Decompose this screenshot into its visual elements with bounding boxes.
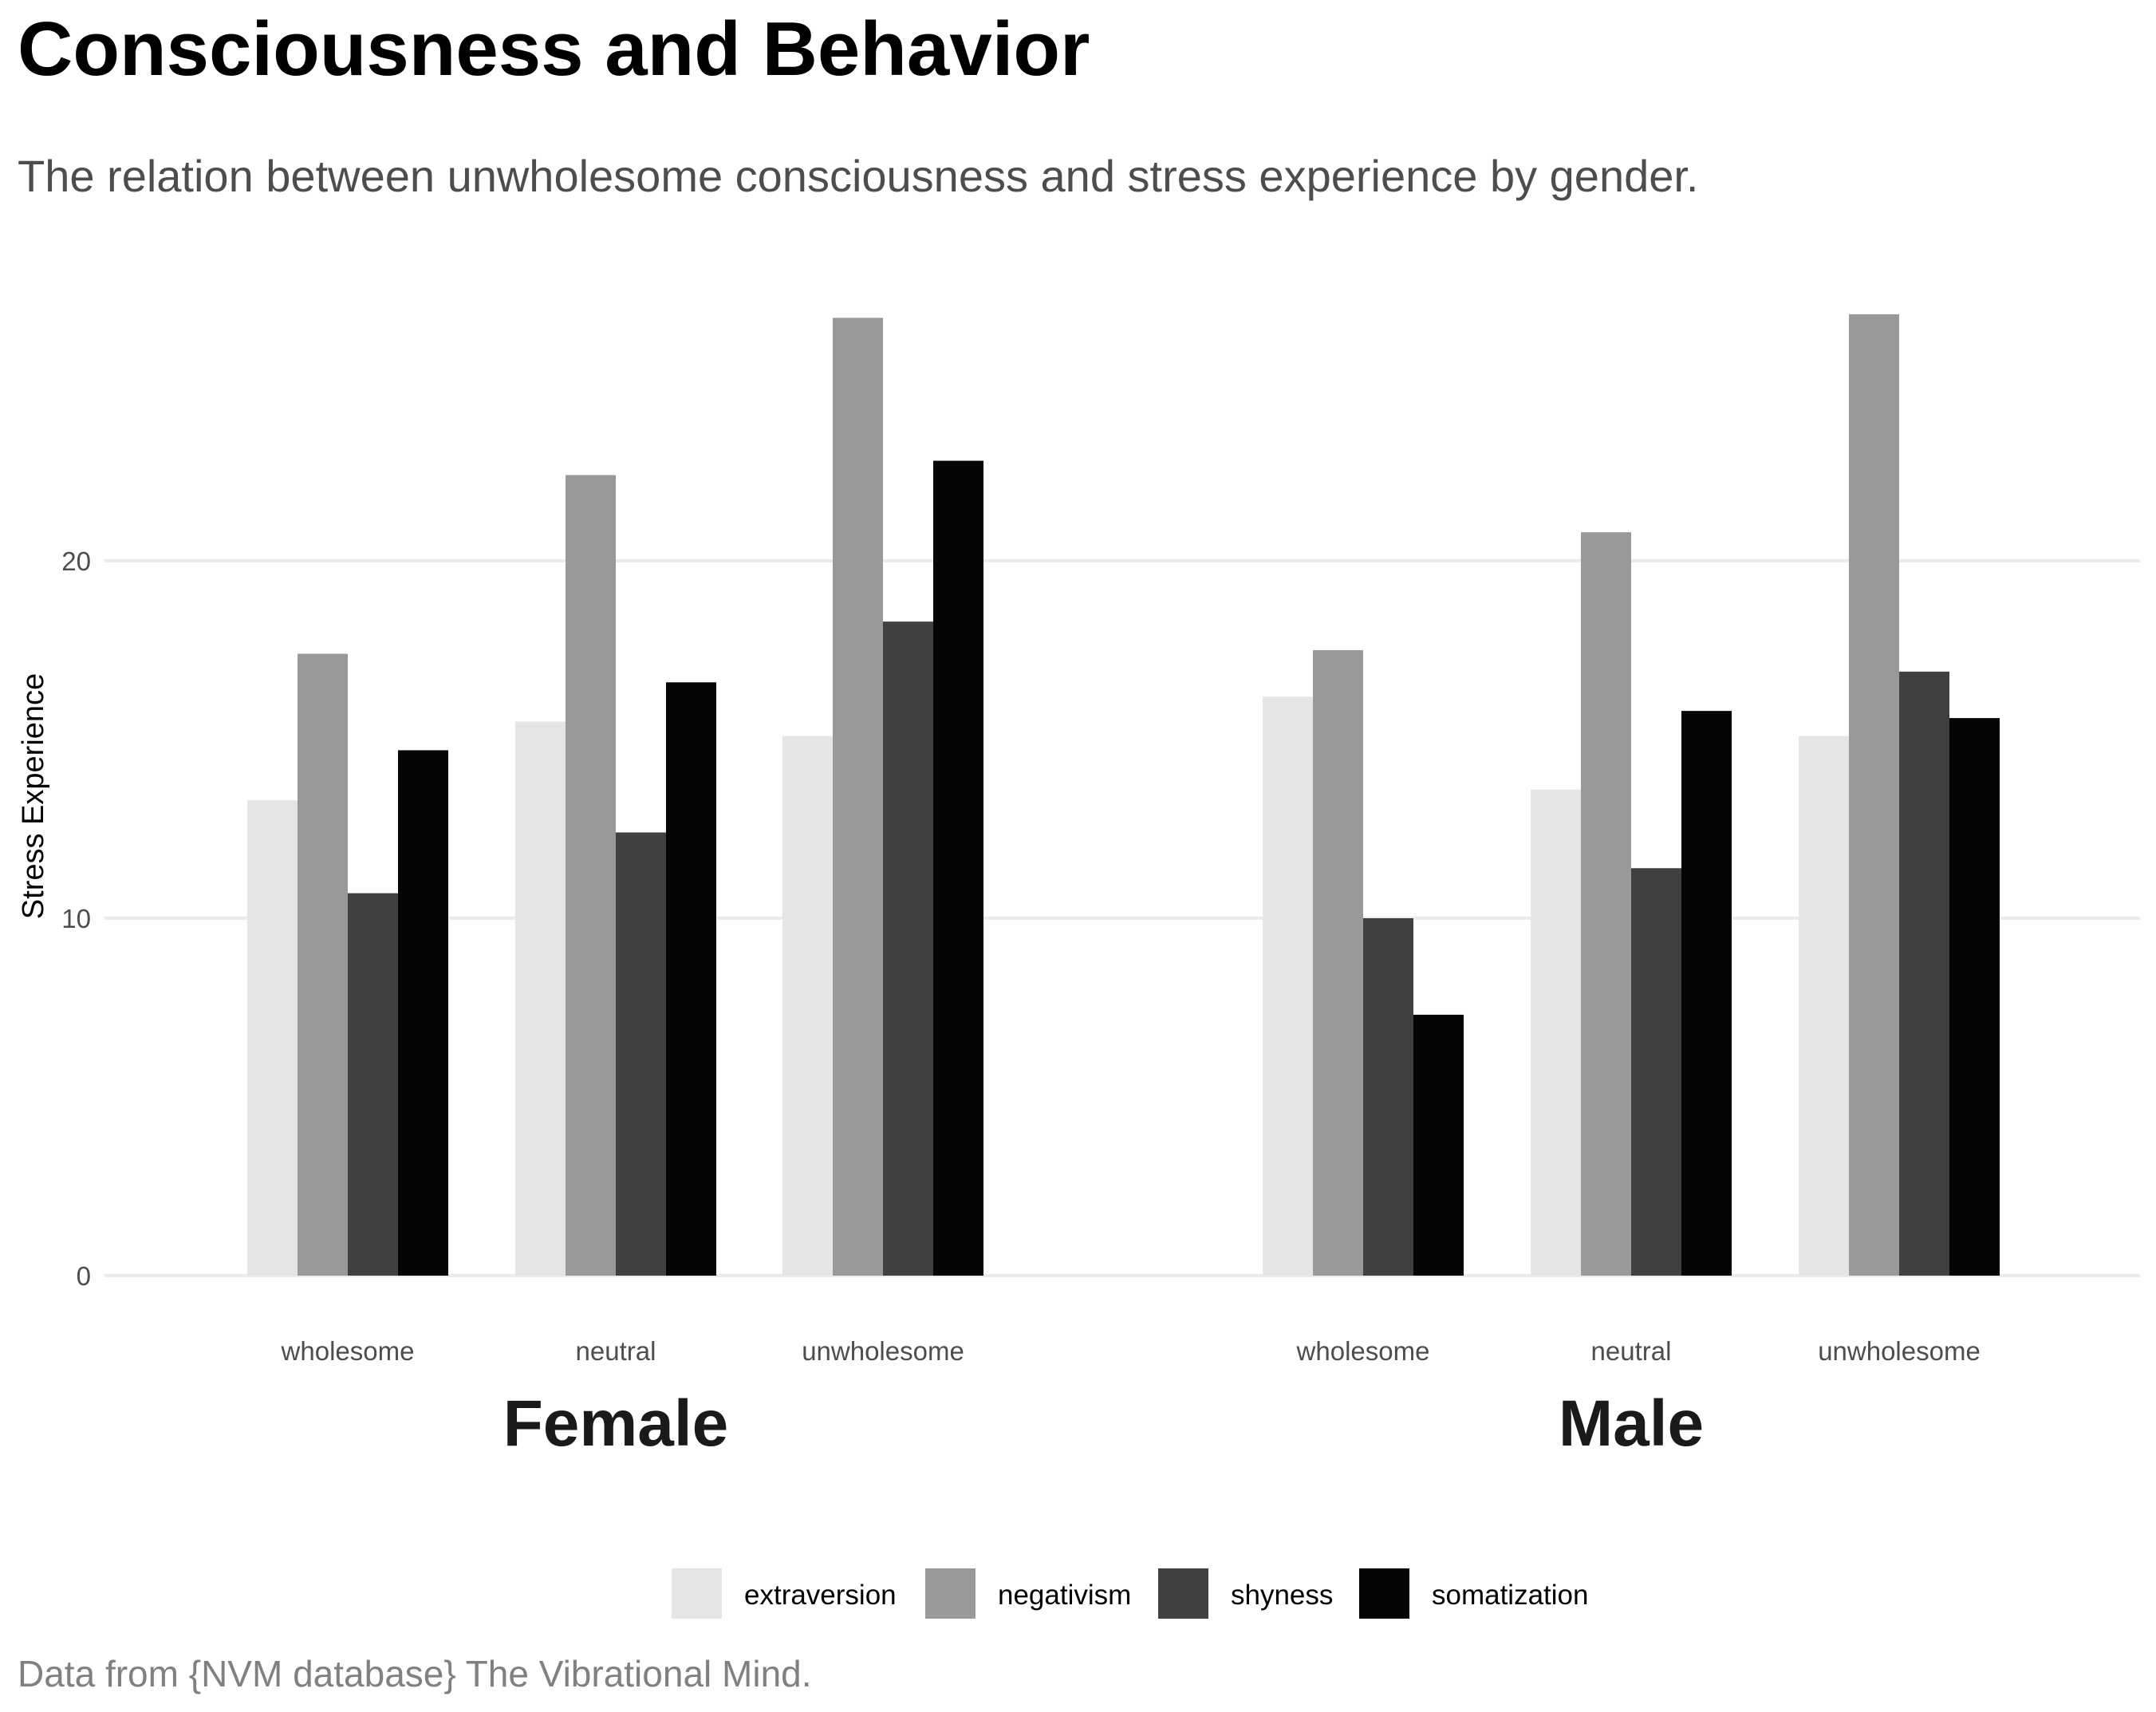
bar-female-unwholesome-extraversion bbox=[782, 736, 833, 1276]
chart-caption: Data from {NVM database} The Vibrational… bbox=[18, 1653, 812, 1694]
legend-key-negativism bbox=[925, 1568, 976, 1619]
bar-male-neutral-extraversion bbox=[1531, 789, 1581, 1276]
facet-label-female: Female bbox=[503, 1387, 729, 1460]
legend-key-shyness bbox=[1158, 1568, 1208, 1619]
legend: extraversion negativism shyness somatizatio… bbox=[672, 1568, 1588, 1619]
y-tick-label: 10 bbox=[61, 904, 91, 933]
legend-label-somatization: somatization bbox=[1432, 1580, 1588, 1611]
chart-title: Consciousness and Behavior bbox=[18, 6, 1090, 92]
y-tick-labels: 0 10 20 bbox=[61, 546, 91, 1291]
bar-male-wholesome-extraversion bbox=[1263, 696, 1313, 1276]
facet-labels: Female Male bbox=[503, 1387, 1704, 1460]
y-axis-label: Stress Experience bbox=[17, 673, 50, 919]
bar-male-neutral-somatization bbox=[1681, 711, 1732, 1276]
bar-female-unwholesome-shyness bbox=[883, 621, 933, 1276]
bar-male-wholesome-negativism bbox=[1313, 650, 1363, 1276]
bar-female-unwholesome-negativism bbox=[833, 318, 883, 1276]
bar-male-unwholesome-negativism bbox=[1849, 314, 1899, 1276]
x-tick-label-male-neutral: neutral bbox=[1591, 1336, 1672, 1366]
y-tick-label: 0 bbox=[77, 1261, 91, 1291]
x-tick-label-male-wholesome: wholesome bbox=[1296, 1336, 1430, 1366]
facet-label-male: Male bbox=[1559, 1387, 1704, 1460]
x-tick-label-male-unwholesome: unwholesome bbox=[1818, 1336, 1981, 1366]
bar-male-unwholesome-somatization bbox=[1949, 718, 2000, 1276]
bar-female-neutral-extraversion bbox=[515, 721, 566, 1276]
bar-male-unwholesome-shyness bbox=[1899, 671, 1949, 1276]
bar-male-neutral-shyness bbox=[1631, 868, 1681, 1276]
legend-key-extraversion bbox=[672, 1568, 722, 1619]
legend-key-somatization bbox=[1359, 1568, 1409, 1619]
bar-female-wholesome-extraversion bbox=[247, 800, 298, 1276]
bar-male-unwholesome-extraversion bbox=[1799, 736, 1849, 1276]
bar-male-neutral-negativism bbox=[1581, 532, 1631, 1276]
bar-female-neutral-negativism bbox=[566, 475, 616, 1276]
bar-female-neutral-somatization bbox=[666, 682, 716, 1276]
bar-male-wholesome-shyness bbox=[1363, 918, 1413, 1276]
bar-female-neutral-shyness bbox=[616, 832, 666, 1276]
bar-female-unwholesome-somatization bbox=[933, 460, 983, 1276]
x-tick-label-female-unwholesome: unwholesome bbox=[802, 1336, 964, 1366]
bar-female-wholesome-shyness bbox=[348, 893, 398, 1276]
y-tick-label: 20 bbox=[61, 546, 91, 576]
legend-label-extraversion: extraversion bbox=[744, 1580, 897, 1611]
x-tick-labels: wholesome neutral unwholesome wholesome neut… bbox=[281, 1336, 1981, 1366]
chart-subtitle: The relation between unwholesome conscio… bbox=[18, 151, 1699, 201]
bar-female-wholesome-negativism bbox=[298, 653, 348, 1276]
bar-female-wholesome-somatization bbox=[398, 750, 448, 1276]
bar-male-wholesome-somatization bbox=[1413, 1014, 1464, 1276]
x-tick-label-female-wholesome: wholesome bbox=[281, 1336, 415, 1366]
x-tick-label-female-neutral: neutral bbox=[576, 1336, 656, 1366]
legend-label-shyness: shyness bbox=[1231, 1580, 1333, 1611]
legend-label-negativism: negativism bbox=[998, 1580, 1131, 1611]
bars bbox=[247, 314, 2000, 1276]
